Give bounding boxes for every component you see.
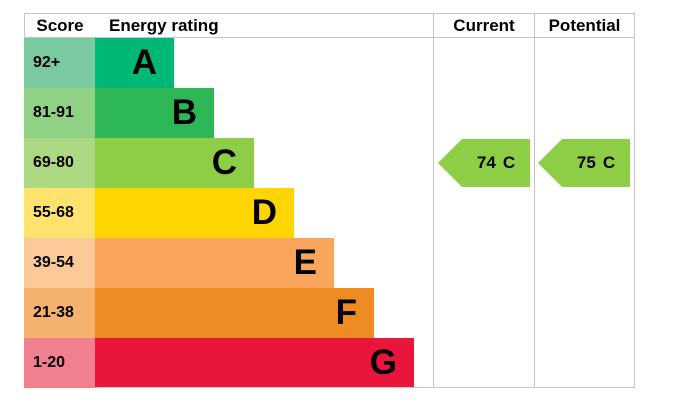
band-letter: B xyxy=(171,92,197,132)
potential-cell xyxy=(534,238,635,288)
potential-cell xyxy=(534,338,635,388)
energy-band-bar: F xyxy=(95,288,374,338)
current-cell xyxy=(433,188,534,238)
score-range-cell: 39-54 xyxy=(24,238,95,288)
score-range-cell: 69-80 xyxy=(24,138,95,188)
header-energy-rating-label: Energy rating xyxy=(95,13,433,38)
score-range-label: 21-38 xyxy=(33,304,74,321)
score-range-cell: 55-68 xyxy=(24,188,95,238)
potential-cell: 75 C xyxy=(534,138,635,188)
energy-band-bar: B xyxy=(95,88,214,138)
current-cell xyxy=(433,288,534,338)
potential-band-letter: C xyxy=(602,153,616,172)
energy-band-bar: C xyxy=(95,138,254,188)
energy-band-bar: G xyxy=(95,338,414,388)
energy-band-cell: D xyxy=(95,188,433,238)
score-range-cell: 92+ xyxy=(24,38,95,88)
epc-table: Score Energy rating Current Potential 92… xyxy=(24,13,635,388)
potential-cell xyxy=(534,288,635,338)
potential-score-value: 75 xyxy=(576,153,596,172)
current-cell xyxy=(433,38,534,88)
score-range-cell: 81-91 xyxy=(24,88,95,138)
score-range-label: 39-54 xyxy=(33,254,74,271)
current-rating-arrow: 74 C xyxy=(438,139,530,187)
current-cell xyxy=(433,88,534,138)
potential-cell xyxy=(534,88,635,138)
band-letter: F xyxy=(335,292,357,332)
current-cell xyxy=(433,338,534,388)
band-letter: C xyxy=(211,142,237,182)
header-potential-label: Potential xyxy=(534,13,635,38)
potential-cell xyxy=(534,38,635,88)
energy-band-cell: E xyxy=(95,238,433,288)
current-band-letter: C xyxy=(502,153,516,172)
energy-band-cell: G xyxy=(95,338,433,388)
band-letter: A xyxy=(131,42,157,82)
potential-rating-arrow: 75 C xyxy=(538,139,630,187)
score-range-label: 69-80 xyxy=(33,154,74,171)
potential-cell xyxy=(534,188,635,238)
band-letter: D xyxy=(251,192,277,232)
energy-band-bar: A xyxy=(95,38,174,88)
current-cell: 74 C xyxy=(433,138,534,188)
current-cell xyxy=(433,238,534,288)
score-range-cell: 1-20 xyxy=(24,338,95,388)
header-current-label: Current xyxy=(433,13,534,38)
band-letter: G xyxy=(369,342,397,382)
score-range-label: 81-91 xyxy=(33,104,74,121)
energy-band-bar: D xyxy=(95,188,294,238)
energy-band-cell: F xyxy=(95,288,433,338)
energy-band-cell: A xyxy=(95,38,433,88)
score-range-label: 92+ xyxy=(33,54,61,71)
score-range-cell: 21-38 xyxy=(24,288,95,338)
score-range-label: 1-20 xyxy=(33,354,66,371)
energy-band-cell: B xyxy=(95,88,433,138)
header-score-label: Score xyxy=(24,13,95,38)
energy-band-cell: C xyxy=(95,138,433,188)
energy-band-bar: E xyxy=(95,238,334,288)
current-score-value: 74 xyxy=(476,153,496,172)
band-letter: E xyxy=(293,242,317,282)
score-range-label: 55-68 xyxy=(33,204,74,221)
